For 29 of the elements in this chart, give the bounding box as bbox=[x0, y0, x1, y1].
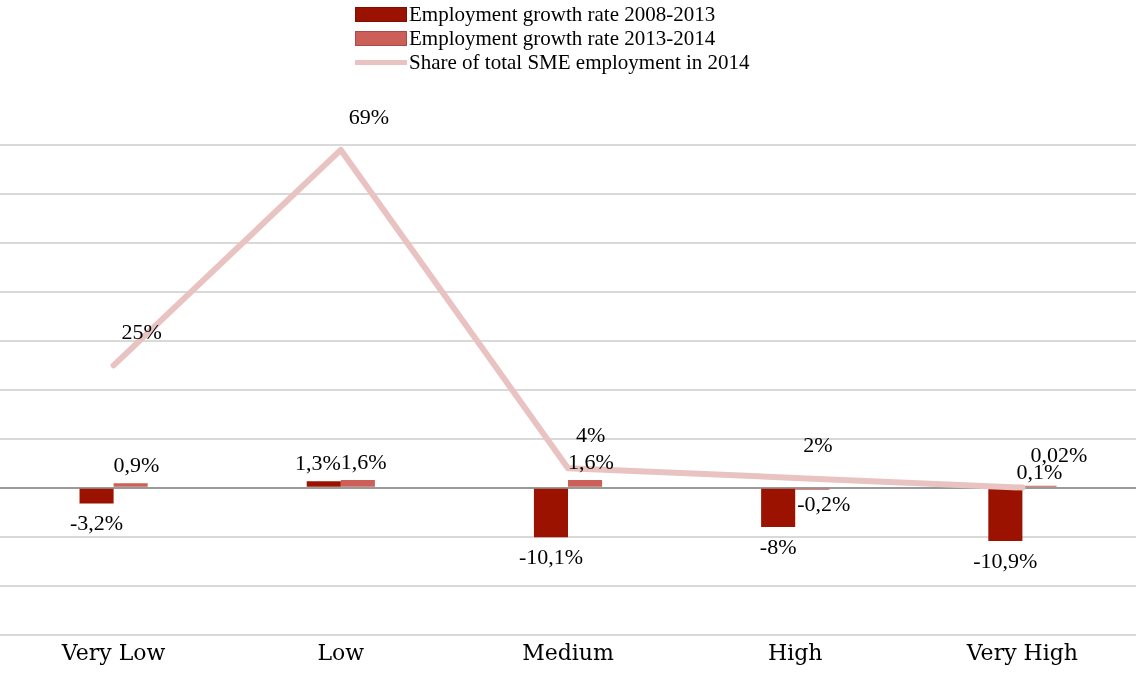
legend-label: Employment growth rate 2008-2013 bbox=[409, 2, 716, 26]
x-tick-label: Very High bbox=[965, 639, 1079, 665]
bar bbox=[533, 488, 568, 538]
bar bbox=[79, 488, 114, 504]
x-tick-label: Medium bbox=[522, 639, 614, 665]
bar bbox=[568, 479, 603, 487]
data-label: -8% bbox=[759, 533, 797, 559]
data-label: 2% bbox=[803, 431, 833, 457]
x-tick-label: Low bbox=[317, 639, 365, 665]
data-label: 1,6% bbox=[568, 448, 614, 474]
bar bbox=[988, 488, 1023, 542]
data-label: 4% bbox=[576, 422, 606, 448]
bar bbox=[306, 481, 341, 487]
x-tick-label: High bbox=[767, 639, 823, 665]
bar bbox=[113, 483, 148, 487]
data-label: 69% bbox=[348, 103, 390, 129]
bar bbox=[761, 488, 796, 527]
data-label: 0,9% bbox=[113, 452, 160, 478]
bar bbox=[340, 479, 375, 487]
data-label: 1,3% bbox=[294, 450, 341, 476]
data-label: 1,6% bbox=[340, 448, 387, 474]
data-label: 25% bbox=[121, 319, 162, 345]
x-tick-label: Very Low bbox=[60, 639, 166, 665]
legend-label: Share of total SME employment in 2014 bbox=[409, 50, 750, 74]
data-label: -10,1% bbox=[518, 543, 584, 569]
data-label: -3,2% bbox=[69, 510, 124, 536]
data-label: -0,2% bbox=[797, 490, 851, 516]
legend-label: Employment growth rate 2013-2014 bbox=[409, 26, 716, 50]
data-label: -10,9% bbox=[973, 547, 1038, 573]
